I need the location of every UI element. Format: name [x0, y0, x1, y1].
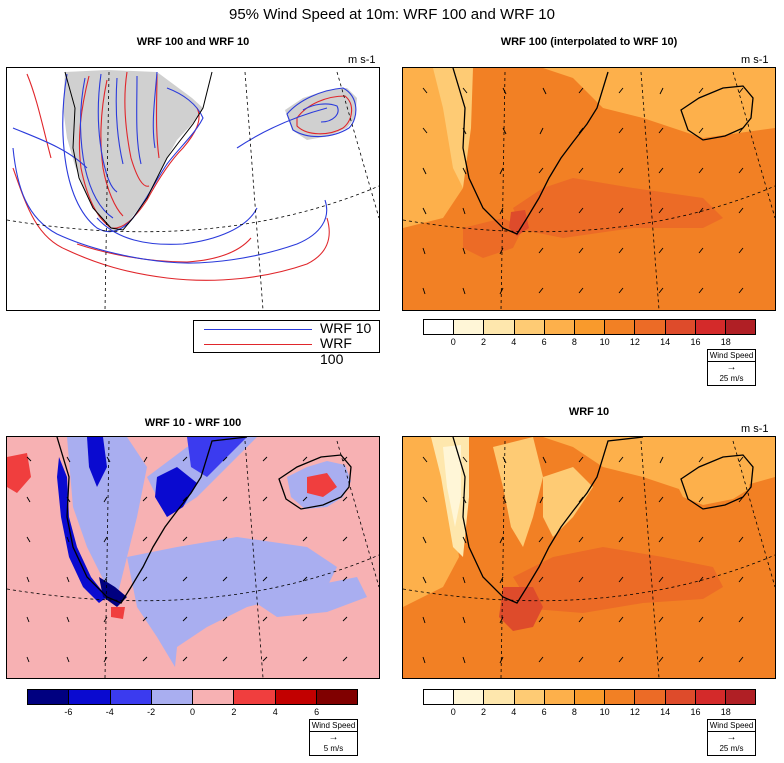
colorbar-tick-label: 4 [511, 337, 517, 347]
colorbar-tick-label: 10 [599, 337, 610, 347]
colorbar-tick-label: 18 [720, 337, 731, 347]
colorbar-wrf10 [423, 689, 756, 705]
colorbar-wrf100-cell [454, 320, 485, 334]
colorbar-wrf100-cell [484, 320, 515, 334]
colorbar-diff-cell [28, 690, 70, 704]
figure-title: 95% Wind Speed at 10m: WRF 100 and WRF 1… [229, 6, 555, 23]
colorbar-tick-label: 14 [660, 707, 671, 717]
units-label-wrf100: m s-1 [741, 54, 769, 66]
units-label-wrf10: m s-1 [741, 423, 769, 435]
ref-vector-wrf100: Wind Speed → 25 m/s [707, 349, 756, 386]
colorbar-tick-label: 0 [450, 707, 456, 717]
colorbar-wrf10-cell [725, 690, 756, 704]
colorbar-tick-label: 4 [511, 707, 517, 717]
colorbar-tick-label: 2 [481, 337, 487, 347]
land-shading-main [63, 70, 203, 232]
map-wrf100 [402, 67, 776, 311]
colorbar-wrf100-cell [544, 320, 575, 334]
ref-arrow-icon-wrf10: → [726, 732, 737, 743]
colorbar-wrf100-cell [635, 320, 666, 334]
colorbar-wrf10-cell [484, 690, 515, 704]
colorbar-wrf100 [423, 319, 756, 335]
panel-title-contours: WRF 100 and WRF 10 [136, 36, 250, 48]
colorbar-tick-label: 6 [541, 707, 547, 717]
ref-arrow-icon-diff: → [328, 732, 339, 743]
ref-vector-title-wrf10: Wind Speed [708, 721, 755, 732]
colorbar-tick-label: 8 [571, 337, 577, 347]
colorbar-tick-label: 6 [541, 337, 547, 347]
contours-wrf100 [12, 71, 353, 281]
colorbar-tick-label: 16 [690, 707, 701, 717]
ref-vector-speed-wrf10: 25 m/s [719, 744, 744, 753]
colorbar-wrf100-cell [605, 320, 636, 334]
legend-line-wrf10 [204, 329, 312, 330]
wind-vectors [422, 87, 744, 295]
colorbar-tick-label: 6 [314, 707, 320, 717]
units-label-contours: m s-1 [348, 54, 376, 66]
map-diff [6, 436, 380, 679]
colorbar-wrf10-cell [424, 690, 455, 704]
panel-title-wrf100: WRF 100 (interpolated to WRF 10) [500, 36, 678, 48]
map-wrf10 [402, 436, 776, 679]
latlon-grid [7, 71, 379, 310]
contour-legend: WRF 10 WRF 100 [193, 320, 380, 367]
coastline-main [64, 71, 213, 231]
ref-vector-wrf10: Wind Speed → 25 m/s [707, 719, 756, 756]
colorbar-wrf10-cell [635, 690, 666, 704]
colorbar-diff-cell [69, 690, 111, 704]
colorbar-diff-cell [275, 690, 317, 704]
legend-label-wrf100: WRF 100 [320, 335, 352, 367]
colorbar-wrf10-cell [544, 690, 575, 704]
colorbar-tick-label: 12 [629, 707, 640, 717]
colorbar-tick-label: 2 [231, 707, 237, 717]
legend-line-wrf100 [204, 344, 312, 345]
colorbar-wrf10-cell [695, 690, 726, 704]
colorbar-tick-label: -4 [105, 707, 114, 717]
colorbar-tick-label: 10 [599, 707, 610, 717]
ref-vector-title: Wind Speed [708, 351, 755, 362]
panel-title-diff: WRF 10 - WRF 100 [144, 417, 242, 429]
colorbar-wrf10-cell [454, 690, 485, 704]
ref-vector-speed-diff: 5 m/s [323, 744, 344, 753]
colorbar-wrf100-cell [514, 320, 545, 334]
colorbar-diff-cell [234, 690, 276, 704]
panel-title-wrf10: WRF 10 [568, 406, 610, 418]
colorbar-wrf10-cell [605, 690, 636, 704]
colorbar-diff-cell [151, 690, 193, 704]
colorbar-wrf100-cell [574, 320, 606, 334]
colorbar-ticks-wrf10: 0 2 4 6 8 10 12 14 16 18 [423, 707, 756, 719]
colorbar-wrf10-cell [514, 690, 545, 704]
ref-vector-title-diff: Wind Speed [310, 721, 357, 732]
colorbar-diff-cell [316, 690, 357, 704]
colorbar-tick-label: 18 [720, 707, 731, 717]
colorbar-wrf10-cell [574, 690, 606, 704]
ref-vector-diff: Wind Speed → 5 m/s [309, 719, 358, 756]
colorbar-tick-label: 14 [660, 337, 671, 347]
colorbar-diff-cell [110, 690, 152, 704]
colorbar-tick-label: 16 [690, 337, 701, 347]
colorbar-tick-label: -2 [147, 707, 156, 717]
colorbar-tick-label: 8 [571, 707, 577, 717]
colorbar-tick-label: 0 [450, 337, 456, 347]
colorbar-diff [27, 689, 358, 705]
colorbar-ticks-diff: -6 -4 -2 0 2 4 6 [27, 707, 358, 719]
colorbar-tick-label: 2 [481, 707, 487, 717]
ref-vector-speed: 25 m/s [719, 374, 744, 383]
map-contours [6, 67, 380, 311]
colorbar-tick-label: 0 [189, 707, 196, 717]
colorbar-wrf100-cell [695, 320, 726, 334]
ref-arrow-icon: → [726, 362, 737, 373]
colorbar-wrf100-cell [424, 320, 455, 334]
legend-label-wrf10: WRF 10 [320, 320, 372, 336]
colorbar-wrf100-cell [725, 320, 756, 334]
colorbar-tick-label: -6 [64, 707, 73, 717]
colorbar-tick-label: 4 [272, 707, 278, 717]
colorbar-wrf100-cell [665, 320, 696, 334]
colorbar-diff-cell [193, 690, 235, 704]
colorbar-ticks-wrf100: 0 2 4 6 8 10 12 14 16 18 [423, 337, 756, 349]
colorbar-tick-label: 12 [629, 337, 640, 347]
colorbar-wrf10-cell [665, 690, 696, 704]
